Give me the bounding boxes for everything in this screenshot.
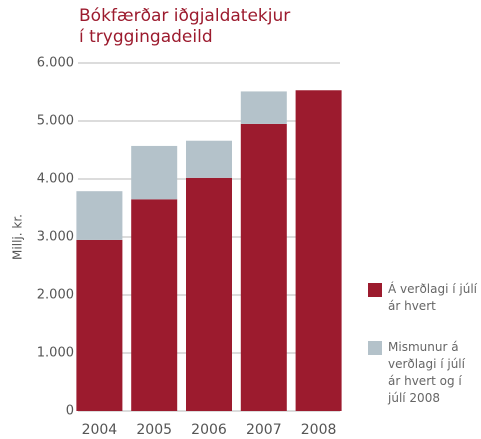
y-axis-label: Millj. kr.: [11, 214, 25, 260]
x-tick-label: 2005: [136, 422, 172, 438]
bar-segment: [186, 177, 232, 411]
bar-segment: [131, 199, 178, 411]
legend-label: Á verðlagi í júlí ár hvert: [388, 282, 477, 313]
legend-swatch: [368, 283, 382, 297]
legend-swatch: [368, 341, 382, 355]
chart-title: Bókfærðar iðgjaldatekjur í tryggingadeil…: [79, 6, 291, 47]
bar-segment: [131, 145, 178, 200]
y-tick-label: 5.000: [37, 114, 74, 129]
legend-item: Á verðlagi í júlí ár hvert: [368, 281, 480, 315]
y-tick-label: 6.000: [37, 56, 74, 71]
y-tick-label: 4.000: [37, 172, 74, 187]
y-tick-label: 2.000: [37, 288, 74, 303]
bar-segment: [76, 239, 123, 411]
y-tick-label: 0: [66, 404, 74, 419]
bar-segment: [240, 91, 287, 124]
x-tick-label: 2006: [191, 422, 227, 438]
y-tick-label: 3.000: [37, 230, 74, 245]
x-tick-label: 2008: [301, 422, 337, 438]
legend-item: Mismunur á verðlagi í júlí ár hvert og í…: [368, 339, 480, 407]
x-tick-label: 2004: [82, 422, 118, 438]
bar-segment: [76, 191, 123, 240]
legend-label: Mismunur á verðlagi í júlí ár hvert og í…: [388, 340, 465, 405]
bar-segment: [295, 90, 342, 411]
bar-segment: [186, 140, 232, 178]
bar-segment: [240, 123, 287, 412]
y-tick-label: 1.000: [37, 346, 74, 361]
x-tick-label: 2007: [246, 422, 282, 438]
